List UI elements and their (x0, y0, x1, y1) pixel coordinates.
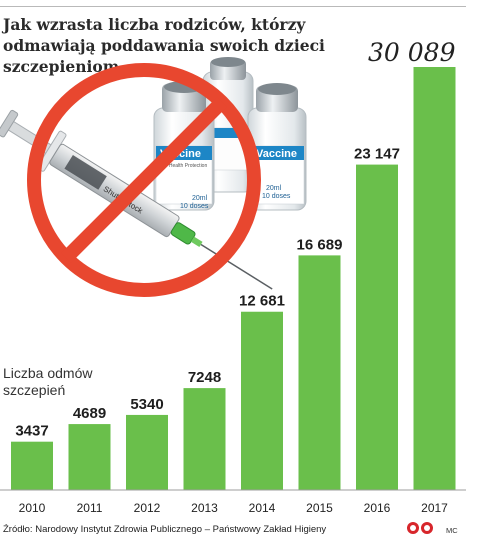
bar-value-label-2010: 3437 (15, 423, 48, 440)
bar-value-label-2011: 4689 (73, 405, 106, 422)
vial-sublabel: For Health Protection (160, 163, 207, 169)
bar-2014 (241, 311, 283, 490)
bar-value-label-2014: 12 681 (239, 293, 285, 310)
bar-2013 (183, 388, 226, 490)
bar-value-label-2012: 5340 (130, 396, 163, 413)
bar-value-label-2016: 23 147 (354, 146, 400, 163)
x-tick-label-2013: 2013 (191, 501, 218, 515)
x-tick-label-2011: 2011 (77, 501, 103, 515)
pap-logo-icon (407, 522, 433, 534)
x-tick-label-2012: 2012 (134, 501, 161, 515)
bar-2010 (11, 441, 53, 490)
bar-value-label-2015: 16 689 (297, 236, 343, 253)
bar-2016 (356, 164, 398, 490)
bar-value-label-2013: 7248 (188, 369, 221, 386)
x-tick-label-2010: 2010 (19, 501, 46, 515)
y-axis-label: Liczba odmów szczepień (3, 365, 93, 398)
vial-dose-2: 10 doses (180, 203, 209, 210)
vial-dose-right-1: 20ml (266, 185, 282, 192)
prohibition-sign-icon (27, 63, 261, 297)
chart-title: Jak wzrasta liczba rodziców, którzy odma… (3, 15, 325, 76)
bar-2015 (298, 255, 341, 490)
value-labels: 3437 4689 5340 7248 12 681 16 689 23 147 30 089 (15, 38, 455, 440)
bar-series (11, 67, 456, 490)
x-tick-label-2014: 2014 (249, 501, 276, 515)
top-rule (0, 6, 466, 7)
bar-value-label-2017: 30 089 (368, 38, 456, 67)
bar-2012 (126, 414, 168, 490)
bar-2011 (68, 424, 111, 490)
vial-label-right: Vaccine (256, 148, 297, 160)
author-credit: MC (446, 526, 458, 535)
x-tick-label-2017: 2017 (421, 501, 448, 515)
vial-dose-1: 20ml (192, 195, 208, 202)
bar-2017 (413, 67, 456, 490)
x-tick-label-2015: 2015 (306, 501, 333, 515)
illustration: Vaccine For Health Protection 20ml 10 do… (0, 57, 307, 297)
vial-dose-right-2: 10 doses (262, 193, 291, 200)
x-axis-ticks: 2010 2011 2012 2013 2014 2015 2016 2017 (19, 501, 449, 515)
source-note: Źródło: Narodowy Instytut Zdrowia Public… (3, 524, 327, 535)
x-tick-label-2016: 2016 (364, 501, 391, 515)
